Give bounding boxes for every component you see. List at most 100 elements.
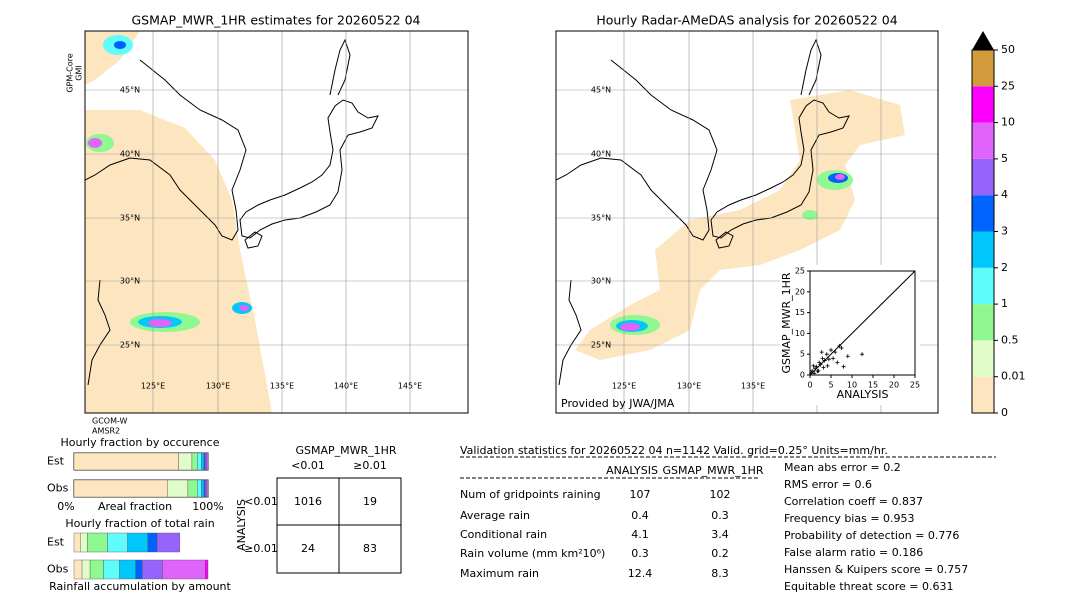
- lon-label: 145°E: [398, 382, 422, 391]
- fraction-segment: [73, 479, 169, 498]
- fraction-segment: [80, 532, 88, 553]
- stats-value: 0.3: [631, 547, 649, 560]
- lon-label: 140°E: [334, 382, 358, 391]
- column-label: GSMAP_MWR_1HR: [662, 464, 763, 477]
- lon-label: 135°E: [741, 382, 765, 391]
- sensor-label: GMI: [75, 65, 84, 80]
- column-label: <0.01: [291, 459, 325, 472]
- fraction-segment: [201, 479, 205, 498]
- right-map-frame: [555, 30, 939, 414]
- fraction-segment: [73, 532, 81, 553]
- fraction-segment: [205, 559, 209, 580]
- table-cell: 19: [363, 495, 377, 508]
- colorbar-label: 5: [1001, 152, 1008, 165]
- colorbar-label: 3: [1001, 225, 1008, 238]
- column-label: ANALYSIS: [606, 464, 658, 477]
- scatter-point: [810, 368, 815, 373]
- left-map-frame: [84, 30, 469, 414]
- stats-value: 12.4: [628, 567, 653, 580]
- scatter-point: [817, 360, 822, 365]
- score: Correlation coeff = 0.837: [784, 495, 923, 508]
- stats-label: Average rain: [460, 509, 530, 522]
- scatter-point: [818, 362, 823, 367]
- colorbar-label: 0.01: [1001, 370, 1026, 383]
- score: False alarm ratio = 0.186: [784, 546, 923, 559]
- scatter-point: [814, 364, 819, 369]
- fraction-segment: [142, 559, 163, 580]
- diagonal: [809, 270, 916, 376]
- stats-value: 8.3: [711, 567, 729, 580]
- colorbar-label: 50: [1001, 43, 1015, 56]
- x-tick-label: 5: [828, 381, 833, 390]
- stats-value: 3.4: [711, 528, 729, 541]
- left-map-area: [85, 31, 468, 413]
- x-tick-label: 0: [807, 381, 812, 390]
- fraction-segment: [167, 479, 189, 498]
- stats-header: Validation statistics for 20260522 04 n=…: [460, 444, 888, 457]
- lat-label: 30°N: [120, 277, 140, 286]
- lat-label: 25°N: [120, 341, 140, 350]
- y-tick-label: 0: [800, 371, 805, 380]
- scatter-point: [819, 350, 824, 355]
- stats-label: Rain volume (mm km²10⁶): [460, 547, 605, 560]
- lon-label: 125°E: [141, 382, 165, 391]
- y-axis-label: GSMAP_MWR_1HR: [780, 272, 793, 373]
- axis-end-label: 0%: [57, 500, 74, 513]
- colorbar-label: 1: [1001, 297, 1008, 310]
- scatter-point: [837, 343, 842, 348]
- score: Equitable threat score = 0.631: [784, 580, 953, 593]
- fraction-segment: [203, 479, 206, 498]
- score: Mean abs error = 0.2: [784, 461, 901, 474]
- lon-label: 125°E: [612, 382, 636, 391]
- fraction-segment: [206, 452, 209, 471]
- stats-label: Num of gridpoints raining: [460, 488, 601, 501]
- stats-value: 102: [710, 488, 731, 501]
- lon-label: 130°E: [206, 382, 230, 391]
- colorbar-label: 4: [1001, 188, 1008, 201]
- colorbar-band: [972, 376, 994, 413]
- colorbar-band: [972, 86, 994, 123]
- stats-value: 0.3: [711, 509, 729, 522]
- lat-label: 45°N: [591, 86, 611, 95]
- colorbar-band: [972, 304, 994, 341]
- fraction-segment: [162, 559, 206, 580]
- sensor-label: AMSR2: [92, 427, 120, 436]
- sensor-label: GPM-Core: [66, 53, 75, 92]
- fraction-segment: [87, 532, 108, 553]
- colorbar-band: [972, 50, 994, 87]
- y-tick-label: 15: [795, 308, 805, 317]
- fraction-segment: [127, 532, 148, 553]
- fraction-segment: [135, 559, 143, 580]
- fraction-segment: [89, 559, 104, 580]
- scatter-point: [822, 358, 827, 363]
- stats-label: Maximum rain: [460, 567, 539, 580]
- fraction-segment: [197, 479, 202, 498]
- colorbar-label: 0: [1001, 406, 1008, 419]
- scatter-point: [826, 357, 831, 362]
- row-label: ≥0.01: [244, 542, 278, 555]
- score: Hanssen & Kuipers score = 0.757: [784, 563, 968, 576]
- fraction-segment: [81, 559, 91, 580]
- row-label: Est: [47, 536, 65, 549]
- colorbar-label: 25: [1001, 79, 1015, 92]
- fraction-segment: [187, 479, 198, 498]
- colorbar-label: 2: [1001, 261, 1008, 274]
- scatter-point: [815, 369, 820, 374]
- colorbar-band: [972, 231, 994, 268]
- stats-value: 107: [630, 488, 651, 501]
- fraction-segment: [119, 559, 136, 580]
- chart-title: Hourly fraction by occurence: [61, 436, 220, 449]
- table-cell: 24: [301, 542, 315, 555]
- colorbar-band: [972, 340, 994, 377]
- fraction-segment: [205, 452, 207, 471]
- right-map-title: Hourly Radar-AMeDAS analysis for 2026052…: [596, 13, 897, 28]
- stats-label: Conditional rain: [460, 528, 547, 541]
- stats-value: 4.1: [631, 528, 649, 541]
- y-tick-label: 5: [800, 350, 805, 359]
- fraction-segment: [206, 479, 209, 498]
- scatter-point: [833, 350, 838, 355]
- chart-title: Hourly fraction of total rain: [65, 517, 214, 530]
- axis-end-label: 100%: [192, 500, 223, 513]
- scatter-point: [813, 366, 818, 371]
